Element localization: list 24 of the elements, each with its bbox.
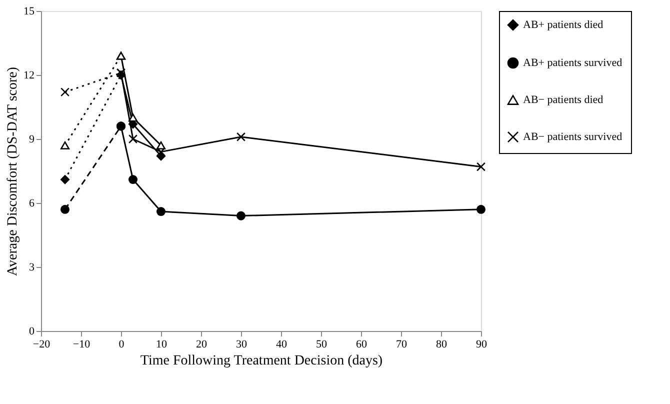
x-tick-label: 90 [476,338,488,350]
y-tick-label: 9 [29,134,35,146]
y-tick-label: 12 [24,70,34,82]
legend-label: AB− patients survived [523,131,623,143]
legend-label: AB+ patients died [523,19,604,31]
legend-label: AB+ patients survived [523,57,623,69]
legend-label: AB− patients died [523,94,604,106]
x-tick-label: 20 [196,338,208,350]
y-tick-label: 6 [29,198,35,210]
y-tick-label: 3 [29,262,35,274]
x-tick-label: −10 [72,338,91,350]
x-tick-label: 70 [396,338,408,350]
x-tick-label: 40 [276,338,288,350]
x-tick-label: 0 [118,338,125,350]
y-axis-title: Average Discomfort (DS-DAT score) [6,66,20,276]
x-tick-label: 50 [316,338,328,350]
x-tick-label: −20 [32,338,51,350]
x-tick-label: 80 [436,338,448,350]
x-axis-title: Time Following Treatment Decision (days) [140,354,383,368]
x-tick-label: 60 [356,338,368,350]
x-tick-label: 10 [156,338,168,350]
y-tick-label: 0 [29,326,35,338]
y-tick-label: 15 [24,6,35,18]
x-tick-label: 30 [236,338,248,350]
